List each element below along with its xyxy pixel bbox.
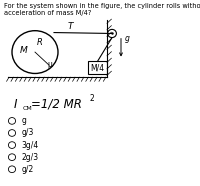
Text: g/3: g/3: [22, 129, 34, 137]
Text: =1/2 MR: =1/2 MR: [31, 98, 82, 111]
Text: For the system shown in the figure, the cylinder rolls without slipping. What is: For the system shown in the figure, the …: [4, 3, 200, 16]
Text: M: M: [20, 46, 28, 55]
Text: 2: 2: [89, 94, 94, 103]
Bar: [88, 61, 107, 74]
Text: g/2: g/2: [22, 165, 34, 174]
Text: M/4: M/4: [90, 63, 105, 72]
Text: CM: CM: [22, 106, 32, 111]
Text: g: g: [22, 116, 26, 125]
Text: μ: μ: [47, 60, 52, 69]
Text: 3g/4: 3g/4: [22, 141, 39, 150]
Text: g: g: [125, 34, 130, 43]
Text: R: R: [37, 38, 43, 47]
Text: I: I: [14, 98, 18, 111]
Text: T: T: [67, 22, 73, 31]
Text: 2g/3: 2g/3: [22, 153, 39, 162]
